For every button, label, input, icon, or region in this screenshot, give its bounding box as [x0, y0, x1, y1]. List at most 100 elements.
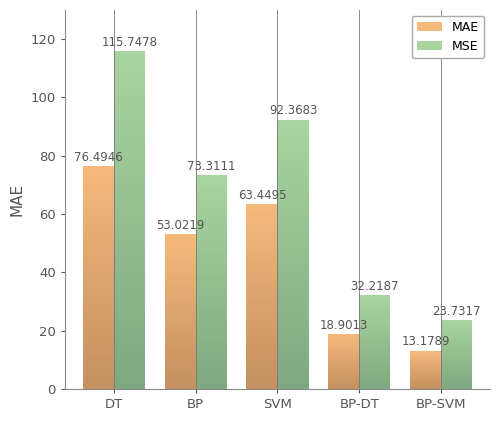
Bar [441, 352, 472, 353]
Bar [328, 358, 360, 359]
Bar [114, 332, 145, 335]
Bar [360, 335, 390, 336]
Bar [278, 378, 308, 381]
Bar [441, 382, 472, 383]
Bar [196, 293, 226, 295]
Bar [246, 245, 278, 247]
Bar [328, 388, 360, 389]
Bar [164, 264, 196, 265]
Bar [82, 244, 114, 246]
Bar [278, 173, 308, 176]
Bar [196, 188, 226, 190]
Bar [328, 345, 360, 346]
Bar [246, 230, 278, 232]
Bar [196, 254, 226, 256]
Bar [82, 336, 114, 338]
Bar [164, 269, 196, 270]
Bar [328, 359, 360, 360]
Bar [278, 136, 308, 139]
Bar [246, 308, 278, 309]
Bar [278, 198, 308, 200]
Bar [164, 361, 196, 363]
Bar [328, 354, 360, 355]
Bar [360, 383, 390, 384]
Bar [360, 348, 390, 349]
Bar [196, 319, 226, 321]
Bar [114, 318, 145, 322]
Bar [360, 304, 390, 305]
Bar [360, 364, 390, 365]
Bar [196, 220, 226, 222]
Bar [196, 287, 226, 289]
Bar [360, 344, 390, 345]
Bar [360, 340, 390, 341]
Bar [246, 293, 278, 295]
Bar [114, 352, 145, 355]
Bar [82, 333, 114, 336]
Text: 53.0219: 53.0219 [156, 219, 204, 232]
Bar [328, 344, 360, 345]
Bar [164, 280, 196, 281]
Bar [114, 328, 145, 332]
Bar [246, 295, 278, 297]
Bar [360, 379, 390, 380]
Bar [114, 51, 145, 55]
Bar [196, 387, 226, 389]
Bar [278, 133, 308, 136]
Bar [360, 357, 390, 358]
Bar [278, 160, 308, 163]
Bar [278, 335, 308, 338]
Bar [278, 211, 308, 214]
Bar [82, 329, 114, 331]
Text: 115.7478: 115.7478 [102, 36, 158, 49]
Bar [82, 264, 114, 266]
Bar [278, 327, 308, 330]
Bar [164, 347, 196, 349]
Bar [196, 321, 226, 323]
Bar [360, 384, 390, 386]
Bar [196, 331, 226, 333]
Bar [278, 365, 308, 368]
Bar [114, 335, 145, 338]
Bar [196, 368, 226, 370]
Bar [164, 368, 196, 369]
Bar [360, 295, 390, 296]
Bar [441, 322, 472, 323]
Bar [441, 329, 472, 330]
Bar [328, 352, 360, 353]
Bar [114, 355, 145, 359]
Bar [246, 208, 278, 210]
Bar [441, 345, 472, 346]
Bar [278, 120, 308, 122]
Bar [328, 336, 360, 337]
Bar [246, 272, 278, 274]
Bar [278, 319, 308, 322]
Bar [82, 226, 114, 229]
Bar [82, 173, 114, 175]
Bar [360, 339, 390, 340]
Bar [278, 227, 308, 230]
Bar [246, 319, 278, 321]
Bar [164, 366, 196, 368]
Bar [278, 271, 308, 273]
Bar [114, 119, 145, 122]
Bar [114, 291, 145, 295]
Bar [114, 99, 145, 102]
Bar [164, 272, 196, 273]
Bar [164, 340, 196, 341]
Bar [196, 274, 226, 276]
Bar [114, 264, 145, 268]
Bar [360, 387, 390, 388]
Bar [164, 338, 196, 340]
Bar [246, 363, 278, 365]
Bar [196, 325, 226, 327]
Bar [196, 344, 226, 346]
Bar [246, 376, 278, 378]
Bar [164, 237, 196, 239]
Bar [114, 376, 145, 379]
Bar [164, 343, 196, 344]
Bar [441, 339, 472, 340]
Bar [246, 309, 278, 312]
Bar [246, 269, 278, 271]
Bar [246, 312, 278, 313]
